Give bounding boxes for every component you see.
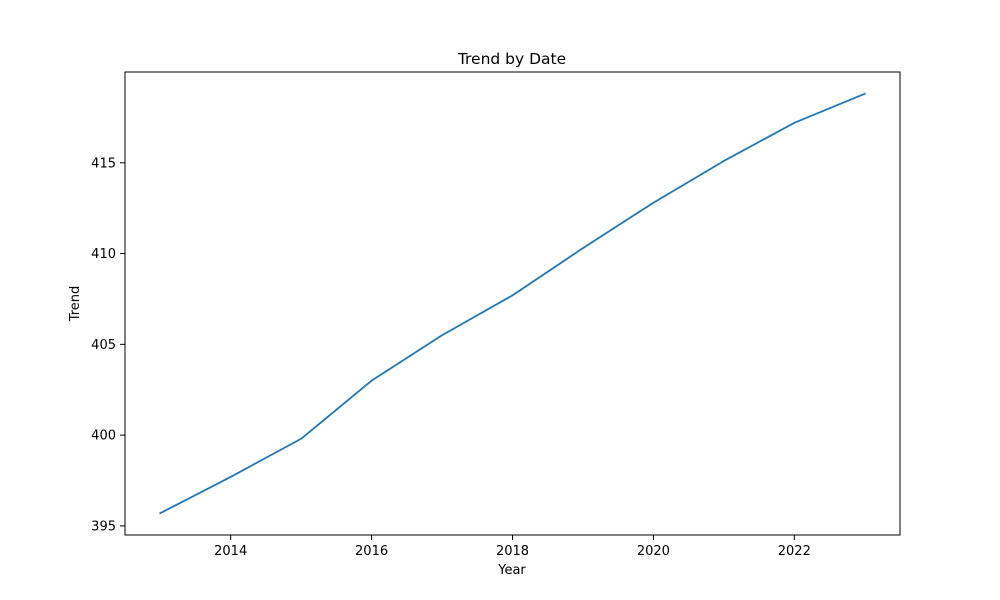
x-tick-label: 2022 — [778, 544, 811, 559]
plot-frame — [124, 71, 901, 536]
chart-title: Trend by Date — [457, 50, 566, 68]
data-point — [864, 93, 866, 95]
data-point — [370, 380, 373, 382]
y-tick-label: 400 — [91, 429, 116, 444]
data-point — [300, 438, 302, 440]
x-tick-label: 2018 — [496, 544, 529, 559]
data-point — [652, 202, 655, 204]
data-point — [230, 476, 232, 478]
x-tick-label: 2020 — [637, 544, 670, 559]
plot-layer: 2014 2016 2018 2020 2022 395 400 405 410 415 — [91, 92, 866, 559]
data-point — [723, 160, 725, 162]
data-point — [159, 512, 161, 514]
data-point — [582, 247, 584, 249]
y-tick-label: 415 — [91, 156, 116, 171]
data-point — [511, 294, 514, 296]
data-point — [441, 334, 443, 336]
x-tick-label: 2014 — [214, 544, 247, 559]
y-axis-title: Trend — [68, 286, 83, 323]
data-point — [793, 122, 795, 124]
y-tick-label: 410 — [91, 247, 116, 262]
y-tick-label: 405 — [91, 338, 116, 353]
y-tick-label: 395 — [91, 519, 116, 534]
x-tick-label: 2016 — [355, 544, 388, 559]
x-axis-title: Year — [497, 563, 526, 578]
